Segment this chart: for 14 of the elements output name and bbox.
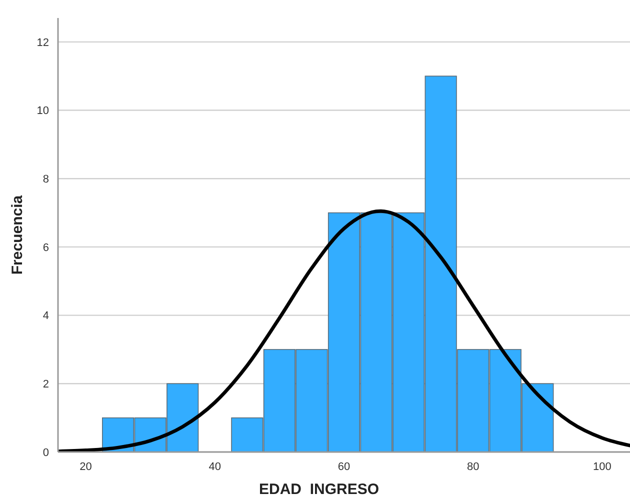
x-axis-title: EDAD INGRESO — [258, 481, 380, 498]
y-tick-label: 8 — [42, 173, 49, 186]
x-tick-label: 60 — [338, 461, 350, 473]
y-tick-label: 2 — [42, 378, 49, 391]
x-tick-label: 20 — [80, 461, 92, 473]
x-tick-label: 40 — [208, 461, 222, 473]
y-tick-label: 12 — [36, 36, 49, 49]
y-tick-label: 10 — [36, 105, 49, 118]
x-tick-label: 100 — [593, 461, 612, 473]
y-axis-title: Frecuencia — [9, 194, 26, 275]
y-tick-label: 4 — [42, 310, 49, 322]
x-tick-label: 80 — [466, 461, 480, 473]
y-tick-label: 6 — [42, 242, 49, 254]
y-tick-label: 0 — [42, 446, 49, 459]
